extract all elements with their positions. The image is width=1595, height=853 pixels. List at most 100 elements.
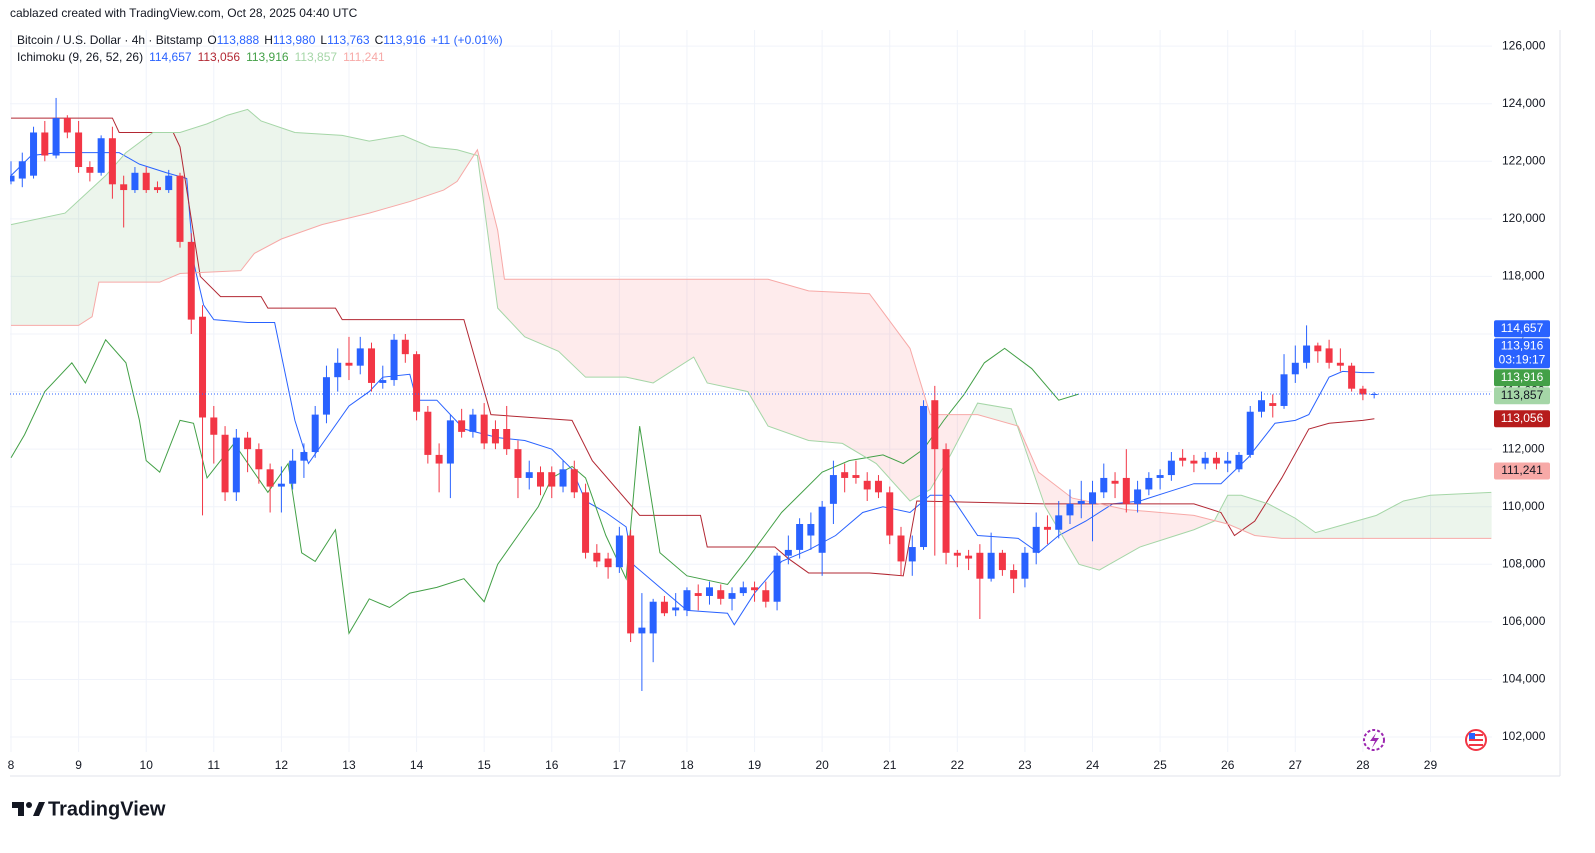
candle-body xyxy=(874,480,882,493)
x-tick-label: 27 xyxy=(1289,758,1303,772)
price-label-box xyxy=(1494,410,1550,428)
plot-area xyxy=(10,97,1492,691)
ohlc-value: 113,763 xyxy=(327,33,370,47)
countdown: 03:19:17 xyxy=(1499,352,1546,366)
x-tick-label: 28 xyxy=(1356,758,1370,772)
change: +11 (+0.01%) xyxy=(431,33,503,47)
candle-body xyxy=(424,411,432,455)
candle-body xyxy=(1269,403,1277,406)
candle-body xyxy=(841,472,849,478)
candle-body xyxy=(446,420,454,464)
indicator-value: 113,916 xyxy=(246,50,289,64)
indicator-line xyxy=(10,152,1375,626)
ohlc-label: H xyxy=(264,33,273,47)
candle-body xyxy=(1370,393,1378,395)
flag-icon[interactable] xyxy=(1465,729,1487,751)
candle-body xyxy=(897,535,905,562)
replay-icon[interactable] xyxy=(1363,729,1385,751)
y-tick-label: 102,000 xyxy=(1502,729,1546,743)
x-tick-label: 14 xyxy=(410,758,424,772)
candle-body xyxy=(108,138,116,185)
candle-body xyxy=(570,469,578,493)
x-tick-label: 15 xyxy=(477,758,491,772)
indicator-line xyxy=(11,117,1375,577)
candle-body xyxy=(615,535,623,568)
candle-body xyxy=(1212,457,1220,464)
candle-body xyxy=(852,475,860,478)
candle-body xyxy=(18,161,26,179)
ohlc-value: 113,916 xyxy=(383,33,426,47)
candle-body xyxy=(1145,477,1153,490)
y-tick-label: 104,000 xyxy=(1502,672,1546,686)
y-tick-label: 118,000 xyxy=(1502,269,1545,283)
candle-body xyxy=(379,380,387,383)
candle-body xyxy=(1246,411,1254,455)
candle-body xyxy=(187,241,195,320)
indicator-name: Ichimoku (9, 26, 52, 26) xyxy=(17,50,143,64)
candle-body xyxy=(818,506,826,553)
x-tick-label: 20 xyxy=(815,758,829,772)
candle-body xyxy=(435,454,443,464)
candle-body xyxy=(300,452,308,461)
candle-body xyxy=(1280,374,1288,406)
candle-body xyxy=(863,480,871,490)
candle-body xyxy=(52,118,60,156)
candle-body xyxy=(942,449,950,553)
logo xyxy=(12,802,45,816)
candle-body xyxy=(762,590,770,602)
candle-body xyxy=(503,429,511,450)
candle-body xyxy=(345,362,353,366)
candle-body xyxy=(807,524,815,536)
candle-body xyxy=(1348,365,1356,389)
candle-body xyxy=(559,469,567,487)
candle-body xyxy=(660,601,668,614)
candle-body xyxy=(998,552,1006,571)
x-tick-label: 23 xyxy=(1018,758,1032,772)
y-tick-label: 106,000 xyxy=(1502,614,1546,628)
x-tick-label: 18 xyxy=(680,758,694,772)
candle-body xyxy=(153,187,161,191)
price-label-box xyxy=(1494,387,1550,405)
candle-body xyxy=(751,587,759,591)
candle-body xyxy=(1010,570,1018,579)
candle-body xyxy=(1314,345,1322,352)
x-tick-label: 22 xyxy=(951,758,965,772)
candle-body xyxy=(356,348,364,366)
legend-indicator: Ichimoku (9, 26, 52, 26) 114,657 113,056 11… xyxy=(17,50,385,64)
candle-body xyxy=(1224,460,1232,464)
candle-body xyxy=(1089,492,1097,504)
price-label-box xyxy=(1494,338,1550,369)
price-label: 113,857 xyxy=(1501,388,1544,402)
candle-body xyxy=(75,132,83,168)
x-tick-label: 11 xyxy=(208,758,221,772)
candle-body xyxy=(976,552,984,579)
candle-body xyxy=(1111,480,1119,484)
ohlc-label: C xyxy=(375,33,384,47)
x-tick-label: 21 xyxy=(883,758,897,772)
candle-body xyxy=(638,627,646,634)
y-tick-label: 120,000 xyxy=(1502,211,1546,225)
ohlc-value: 113,980 xyxy=(273,33,316,47)
y-tick-label: 108,000 xyxy=(1502,556,1546,570)
x-tick-label: 10 xyxy=(140,758,154,772)
candle-body xyxy=(1156,475,1164,478)
candle-body xyxy=(266,469,274,487)
candle-body xyxy=(1134,489,1142,504)
candle-body xyxy=(548,472,556,487)
candle-body xyxy=(886,492,894,536)
candle-body xyxy=(1043,526,1051,530)
price-label: 114,657 xyxy=(1501,321,1544,335)
candle-body xyxy=(469,414,477,432)
candle-body xyxy=(86,167,94,173)
price-label: 111,241 xyxy=(1501,463,1543,477)
x-tick-label: 12 xyxy=(275,758,289,772)
candle-body xyxy=(244,437,252,450)
candle-body xyxy=(165,175,173,191)
y-tick-label: 122,000 xyxy=(1502,153,1546,167)
candle-body xyxy=(649,601,657,634)
candle-body xyxy=(120,184,128,191)
y-tick-label: 124,000 xyxy=(1502,96,1546,110)
candle-body xyxy=(536,472,544,487)
